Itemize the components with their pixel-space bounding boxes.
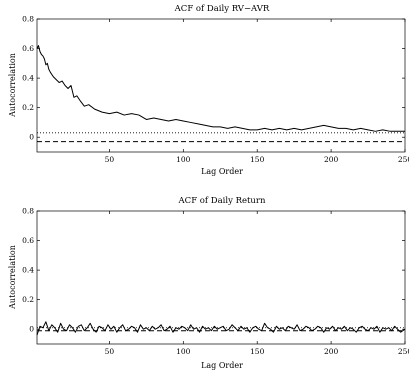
y-tick-label: 0.4: [22, 266, 34, 275]
x-axis-label: Lag Order: [201, 361, 243, 370]
x-tick-label: 100: [176, 347, 191, 356]
x-tick-label: 100: [176, 155, 191, 164]
x-tick-label: 50: [105, 155, 115, 164]
y-tick-label: 0.8: [22, 15, 34, 24]
y-tick-label: 0.2: [22, 103, 34, 112]
chart-title: ACF of Daily Return: [178, 196, 266, 206]
x-tick-label: 150: [250, 347, 265, 356]
y-tick-label: 0.2: [22, 295, 34, 304]
y-tick-label: 0.4: [22, 74, 34, 83]
x-tick-label: 150: [250, 155, 265, 164]
acf-line: [36, 321, 406, 336]
tick-group: 50 100 150 200 250 0 0.2 0.4 0.6 0.8: [22, 207, 409, 357]
x-tick-label: 200: [324, 155, 339, 164]
series-group: [36, 321, 406, 336]
x-tick-label: 50: [105, 347, 115, 356]
x-tick-label: 250: [398, 155, 409, 164]
y-tick-label: 0.8: [22, 207, 34, 216]
x-tick-label: 250: [398, 347, 409, 356]
reference-lines: [37, 132, 405, 143]
y-axis-label: Autocorrelation: [8, 245, 17, 310]
y-tick-label: 0.6: [22, 236, 34, 245]
plot-area: [36, 210, 406, 345]
acf-line: [36, 45, 405, 132]
y-tick-label: 0: [29, 133, 34, 142]
x-axis-label: Lag Order: [201, 167, 243, 176]
chart-title: ACF of Daily RV−AVR: [174, 4, 270, 14]
chart-panel-daily-return: ACF of Daily Return 50 100 150 200 250 0 0.2 0.…: [8, 196, 409, 370]
series-group: [36, 45, 405, 132]
x-tick-label: 200: [324, 347, 339, 356]
y-tick-label: 0.6: [22, 44, 34, 53]
y-axis-label: Autocorrelation: [8, 53, 17, 118]
chart-panel-rv-avr: ACF of Daily RV−AVR 50 100 150 200 250 0 0.2 0.…: [8, 4, 409, 176]
plot-area: [36, 18, 406, 153]
y-tick-label: 0: [29, 325, 34, 334]
tick-group: 50 100 150 200 250 0 0.2 0.4 0.6 0.8: [22, 15, 409, 165]
